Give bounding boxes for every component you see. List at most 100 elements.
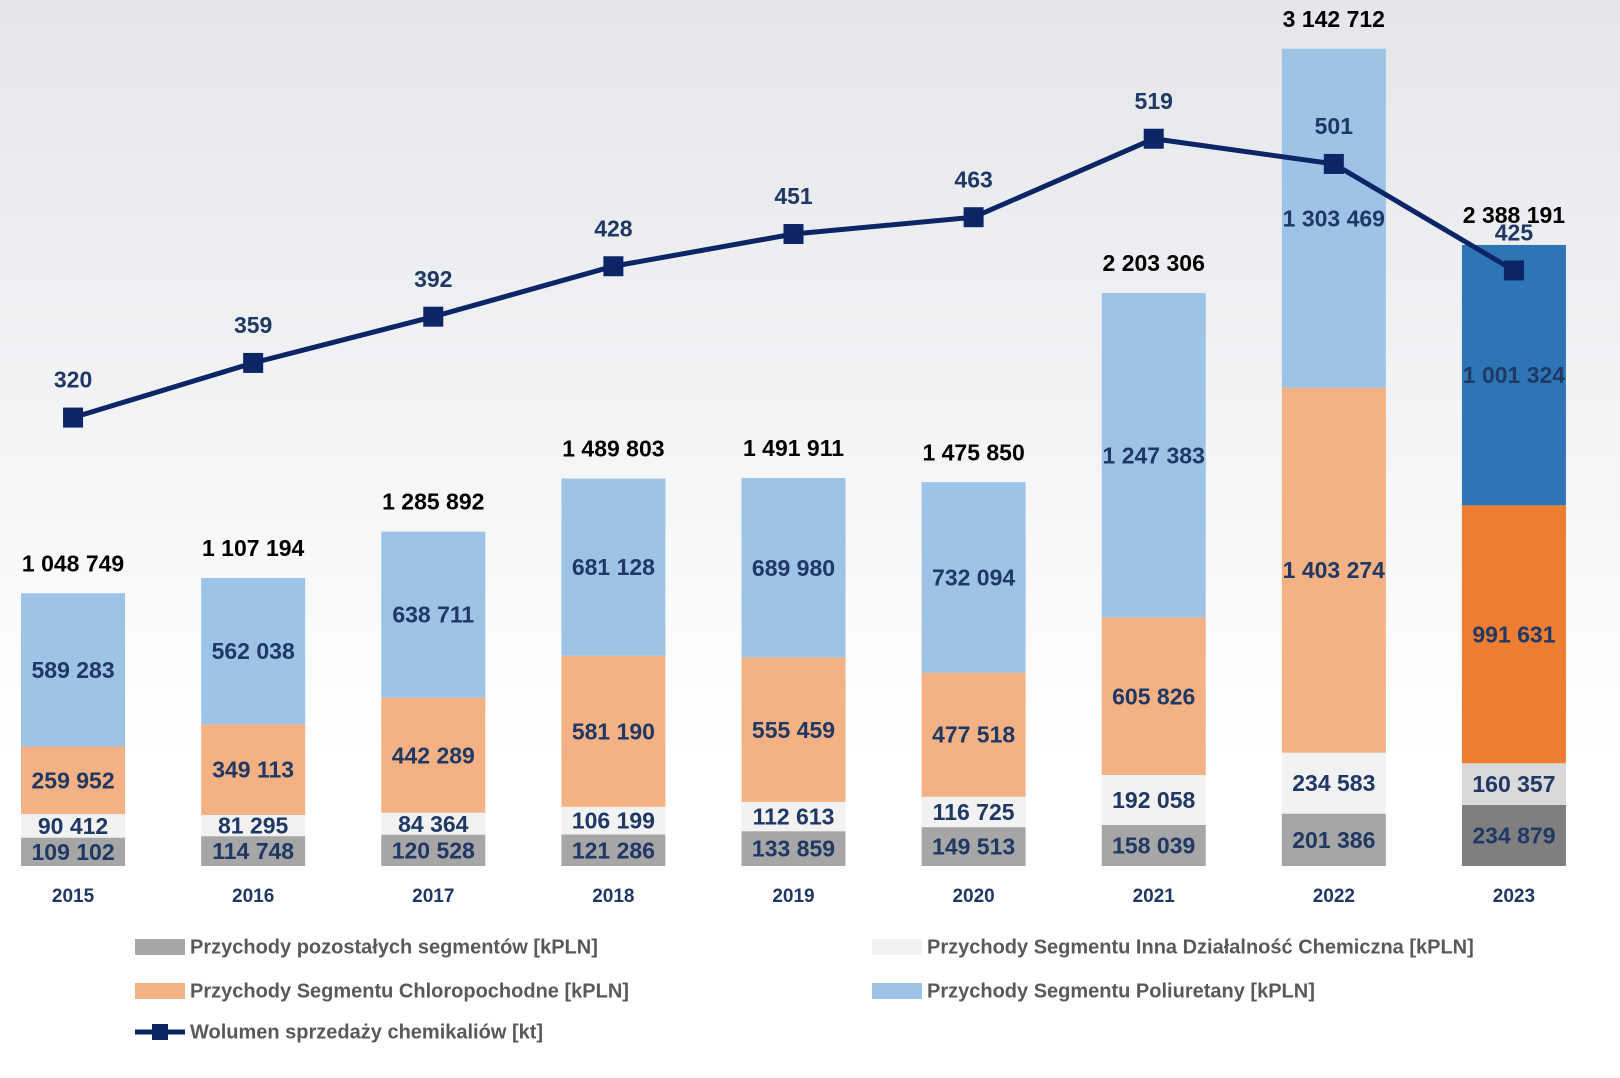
bar-segment bbox=[1101, 824, 1206, 866]
bar-segment bbox=[1461, 763, 1566, 805]
bar-segment bbox=[201, 815, 306, 837]
total-label: 1 048 749 bbox=[22, 550, 124, 576]
value-label: 638 711 bbox=[392, 602, 474, 628]
total-label: 2 203 306 bbox=[1103, 250, 1205, 276]
bar-segment bbox=[1101, 617, 1206, 775]
value-label: 234 583 bbox=[1292, 770, 1375, 796]
value-label: 90 412 bbox=[38, 813, 108, 839]
bar-segment bbox=[21, 746, 126, 815]
value-label: 1 247 383 bbox=[1103, 442, 1205, 468]
bar-segment bbox=[741, 478, 846, 658]
line-marker bbox=[423, 306, 444, 327]
value-label: 160 357 bbox=[1472, 771, 1555, 797]
bar-segment bbox=[1461, 505, 1566, 764]
total-label: 1 491 911 bbox=[743, 435, 844, 461]
value-label: 84 364 bbox=[398, 811, 469, 837]
total-label: 2 388 191 bbox=[1463, 202, 1566, 228]
value-label: 133 859 bbox=[752, 836, 835, 862]
line-marker bbox=[963, 207, 984, 228]
line-value-label: 463 bbox=[954, 166, 992, 192]
total-label: 1 489 803 bbox=[562, 436, 664, 462]
value-label: 234 879 bbox=[1472, 823, 1555, 849]
legend-label: Przychody pozostałych segmentów [kPLN] bbox=[190, 936, 598, 958]
bar-segment bbox=[921, 796, 1026, 828]
bar-segment bbox=[741, 657, 846, 802]
bar-segment bbox=[21, 814, 126, 838]
bar-segment bbox=[741, 831, 846, 866]
value-label: 991 631 bbox=[1472, 621, 1555, 647]
bar-segment bbox=[381, 531, 486, 698]
bar-segment bbox=[201, 724, 306, 816]
value-label: 689 980 bbox=[752, 555, 835, 581]
bar-segment bbox=[1101, 293, 1206, 618]
value-label: 112 613 bbox=[753, 804, 835, 830]
x-tick-label: 2015 bbox=[52, 886, 95, 907]
x-tick-label: 2016 bbox=[232, 886, 274, 907]
line-value-label: 392 bbox=[414, 266, 452, 292]
bar-segment bbox=[561, 655, 666, 807]
legend-swatch bbox=[135, 983, 185, 999]
legend-label: Przychody Segmentu Inna Działalność Chem… bbox=[927, 936, 1474, 958]
value-label: 259 952 bbox=[31, 767, 114, 793]
bar-segment bbox=[741, 801, 846, 832]
bar-segment bbox=[381, 697, 486, 813]
value-label: 349 113 bbox=[212, 757, 294, 783]
total-label: 3 142 712 bbox=[1283, 6, 1385, 32]
value-label: 581 190 bbox=[572, 718, 655, 744]
x-tick-label: 2020 bbox=[952, 886, 994, 907]
bar-segment bbox=[1281, 752, 1386, 814]
legend-swatch bbox=[872, 983, 922, 999]
value-label: 562 038 bbox=[212, 638, 295, 664]
x-tick-label: 2017 bbox=[412, 886, 454, 907]
line-marker bbox=[1503, 260, 1524, 281]
line-value-label: 320 bbox=[54, 367, 92, 393]
value-label: 116 725 bbox=[933, 799, 1015, 825]
legend-label: Wolumen sprzedaży chemikaliów [kt] bbox=[190, 1021, 543, 1043]
line-value-label: 425 bbox=[1495, 220, 1534, 246]
bar-segment bbox=[21, 593, 126, 747]
bar-segment bbox=[561, 806, 666, 835]
value-label: 732 094 bbox=[932, 564, 1015, 590]
bar-segment bbox=[381, 834, 486, 866]
legend-label: Przychody Segmentu Poliuretany [kPLN] bbox=[927, 980, 1315, 1002]
value-label: 1 303 469 bbox=[1283, 205, 1385, 231]
value-label: 158 039 bbox=[1112, 833, 1195, 859]
bar-segment bbox=[1281, 48, 1386, 388]
bar-segment bbox=[1461, 244, 1566, 506]
legend-swatch bbox=[872, 939, 922, 955]
value-label: 120 528 bbox=[392, 837, 475, 863]
x-tick-label: 2019 bbox=[772, 886, 814, 907]
line-marker bbox=[783, 224, 804, 245]
bar-segment bbox=[1281, 387, 1386, 753]
x-tick-label: 2018 bbox=[592, 886, 634, 907]
bar-segment bbox=[381, 812, 486, 835]
legend-swatch bbox=[152, 1024, 168, 1040]
bar-segment bbox=[1461, 804, 1566, 866]
total-label: 1 285 892 bbox=[382, 489, 484, 515]
value-label: 1 403 274 bbox=[1283, 557, 1386, 583]
bar-segment bbox=[201, 578, 306, 725]
line-value-label: 519 bbox=[1135, 88, 1173, 114]
line-value-label: 501 bbox=[1315, 113, 1354, 139]
bar-segment bbox=[21, 837, 126, 866]
line-value-label: 359 bbox=[234, 312, 272, 338]
value-label: 106 199 bbox=[572, 808, 655, 834]
bar-segment bbox=[921, 827, 1026, 866]
total-label: 1 475 850 bbox=[922, 439, 1024, 465]
bar-segment bbox=[921, 482, 1026, 673]
value-label: 81 295 bbox=[218, 813, 289, 839]
line-marker bbox=[603, 256, 624, 277]
value-label: 681 128 bbox=[572, 554, 655, 580]
value-label: 1 001 324 bbox=[1463, 362, 1566, 388]
value-label: 109 102 bbox=[31, 839, 114, 865]
value-label: 121 286 bbox=[572, 837, 655, 863]
value-label: 201 386 bbox=[1292, 827, 1375, 853]
legend-label: Przychody Segmentu Chloropochodne [kPLN] bbox=[190, 980, 629, 1002]
x-tick-label: 2023 bbox=[1493, 886, 1535, 907]
value-label: 192 058 bbox=[1112, 787, 1195, 813]
value-label: 114 748 bbox=[212, 838, 294, 864]
x-tick-label: 2022 bbox=[1313, 886, 1355, 907]
line-marker bbox=[243, 352, 264, 373]
bar-segment bbox=[561, 478, 666, 656]
